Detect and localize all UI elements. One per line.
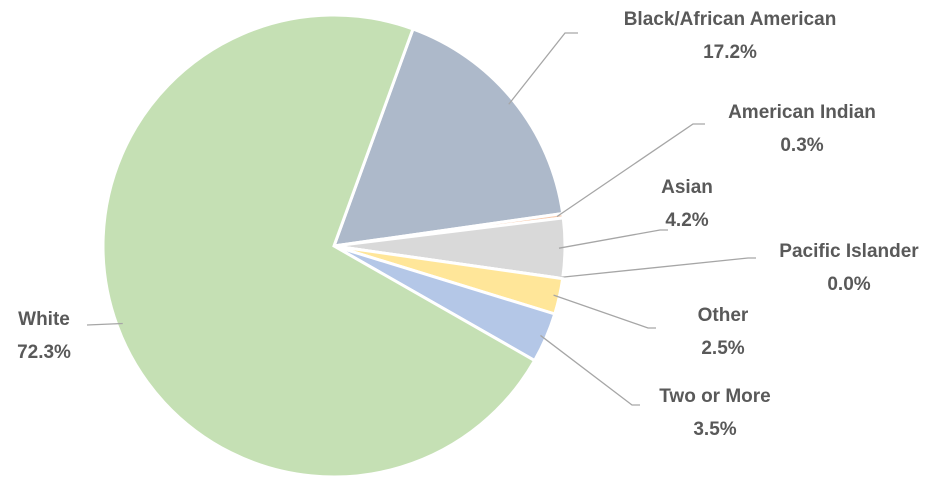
- pie-slice: [331, 27, 565, 248]
- category-label: Other: [698, 305, 749, 326]
- category-label: American Indian: [728, 102, 876, 123]
- value-label: 4.2%: [665, 210, 708, 231]
- category-label: Black/African American: [624, 9, 837, 30]
- category-label: White: [18, 309, 70, 330]
- category-label: Two or More: [659, 386, 771, 407]
- leader-line: [556, 257, 756, 279]
- value-label: 17.2%: [703, 42, 757, 63]
- leader-line: [86, 322, 123, 326]
- value-label: 72.3%: [17, 342, 71, 363]
- pie-slice: [101, 13, 537, 479]
- value-label: 2.5%: [701, 338, 744, 359]
- leader-line: [556, 123, 705, 218]
- category-label: Asian: [661, 177, 713, 198]
- leader-line: [558, 229, 668, 249]
- value-label: 0.3%: [780, 135, 823, 156]
- leader-line: [540, 334, 640, 406]
- category-label: Pacific Islander: [779, 241, 919, 262]
- value-label: 0.0%: [827, 274, 870, 295]
- leader-line: [508, 32, 578, 105]
- value-label: 3.5%: [693, 419, 736, 440]
- leader-line: [553, 294, 656, 329]
